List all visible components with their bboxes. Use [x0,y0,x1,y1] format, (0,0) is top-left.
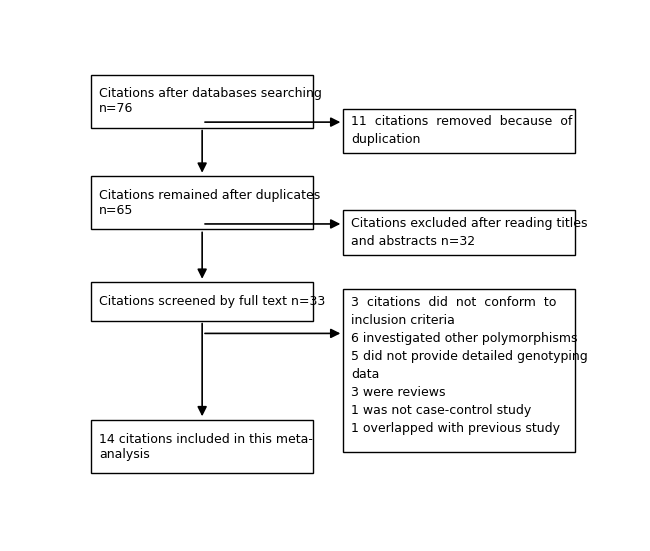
Text: 14 citations included in this meta-
analysis: 14 citations included in this meta- anal… [99,433,313,461]
Text: Citations remained after duplicates
n=65: Citations remained after duplicates n=65 [99,189,320,217]
FancyBboxPatch shape [91,74,313,128]
Text: 11  citations  removed  because  of
duplication: 11 citations removed because of duplicat… [351,115,572,147]
FancyBboxPatch shape [343,289,575,452]
FancyBboxPatch shape [343,109,575,153]
Text: Citations after databases searching
n=76: Citations after databases searching n=76 [99,87,322,115]
FancyBboxPatch shape [91,283,313,321]
FancyBboxPatch shape [343,210,575,255]
Text: Citations screened by full text n=33: Citations screened by full text n=33 [99,295,325,308]
Text: Citations excluded after reading titles
and abstracts n=32: Citations excluded after reading titles … [351,217,587,248]
FancyBboxPatch shape [91,420,313,473]
FancyBboxPatch shape [91,176,313,229]
Text: 3  citations  did  not  conform  to
inclusion criteria
6 investigated other poly: 3 citations did not conform to inclusion… [351,296,588,435]
